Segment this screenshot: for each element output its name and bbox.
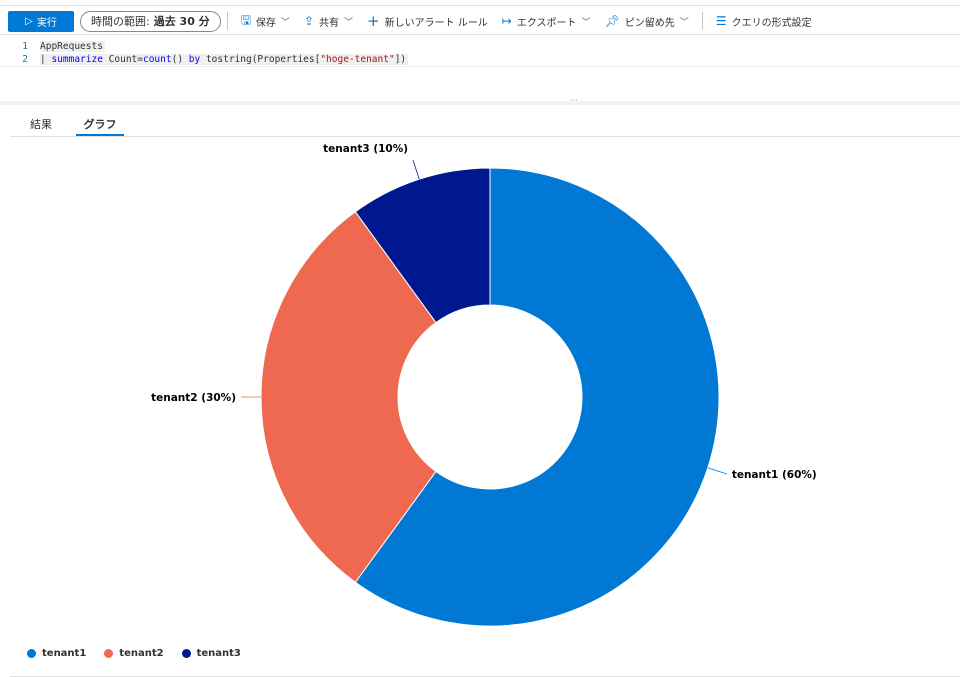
chevron-down-icon: ﹀ bbox=[679, 17, 689, 28]
share-button[interactable]: ⇪ 共有 ﹀ bbox=[303, 14, 354, 29]
divider bbox=[226, 12, 228, 30]
leader-line bbox=[707, 467, 727, 475]
pin-button[interactable]: 📌︎ ピン留め先 ﹀ bbox=[604, 14, 689, 29]
slice-label: tenant1 (60%) bbox=[732, 469, 817, 481]
toolbar: ▷ 実行 時間の範囲: 過去 30 分 🖫 保存 ﹀ ⇪ 共有 ﹀ + 新しいアラート ルール… bbox=[0, 8, 960, 35]
save-button[interactable]: 🖫 保存 ﹀ bbox=[241, 11, 290, 32]
export-button[interactable]: ↦ エクスポート ﹀ bbox=[501, 14, 591, 29]
legend-dot bbox=[104, 649, 114, 658]
slice-label: tenant3 (10%) bbox=[323, 143, 408, 155]
legend-item-tenant1[interactable]: tenant1 bbox=[27, 648, 86, 659]
slice-tenant3[interactable] bbox=[354, 167, 491, 324]
legend-item-tenant3[interactable]: tenant3 bbox=[181, 648, 241, 659]
top-border bbox=[0, 5, 960, 6]
run-button[interactable]: ▷ 実行 bbox=[8, 10, 74, 32]
new-alert-rule-button[interactable]: + 新しいアラート ルール bbox=[367, 12, 488, 30]
play-icon: ▷ bbox=[25, 15, 33, 27]
chevron-down-icon: ﹀ bbox=[581, 17, 591, 28]
donut-chart: tenant1 (60%) tenant2 (30%) tenant3 (10%) bbox=[151, 143, 817, 627]
format-icon: ☰ bbox=[715, 14, 727, 28]
code-line: 1 AppRequests bbox=[22, 41, 105, 52]
code-line: 2 | summarize Count=count() by tostring(P… bbox=[22, 54, 409, 65]
pin-icon: 📌︎ bbox=[604, 14, 620, 28]
time-range-button[interactable]: 時間の範囲: 過去 30 分 bbox=[80, 10, 221, 32]
export-icon: ↦ bbox=[501, 14, 512, 28]
splitter-handle-icon[interactable]: ··· bbox=[570, 96, 578, 105]
slice-label: tenant2 (30%) bbox=[151, 392, 236, 404]
tab-chart[interactable]: グラフ bbox=[76, 110, 124, 136]
legend-item-tenant2[interactable]: tenant2 bbox=[104, 648, 164, 659]
share-icon: ⇪ bbox=[303, 14, 314, 28]
leader-line bbox=[412, 160, 420, 180]
plus-icon: + bbox=[367, 12, 380, 30]
pane-splitter[interactable] bbox=[0, 101, 960, 105]
format-query-button[interactable]: ☰ クエリの形式設定 bbox=[715, 14, 812, 29]
chart-legend: tenant1 tenant2 tenant3 bbox=[27, 648, 241, 659]
query-editor[interactable]: 1 AppRequests 2 | summarize Count=count() … bbox=[0, 40, 960, 66]
divider bbox=[701, 12, 703, 30]
chevron-down-icon: ﹀ bbox=[344, 17, 354, 28]
chevron-down-icon: ﹀ bbox=[280, 17, 290, 28]
save-icon: 🖫 bbox=[240, 12, 251, 27]
results-tabs: 結果 グラフ bbox=[10, 110, 960, 137]
slice-tenant1[interactable] bbox=[354, 167, 720, 627]
tab-results[interactable]: 結果 bbox=[30, 118, 52, 131]
legend-dot bbox=[181, 649, 191, 658]
editor-border bbox=[0, 66, 960, 67]
legend-dot bbox=[27, 649, 36, 658]
slice-tenant2[interactable] bbox=[260, 211, 437, 583]
